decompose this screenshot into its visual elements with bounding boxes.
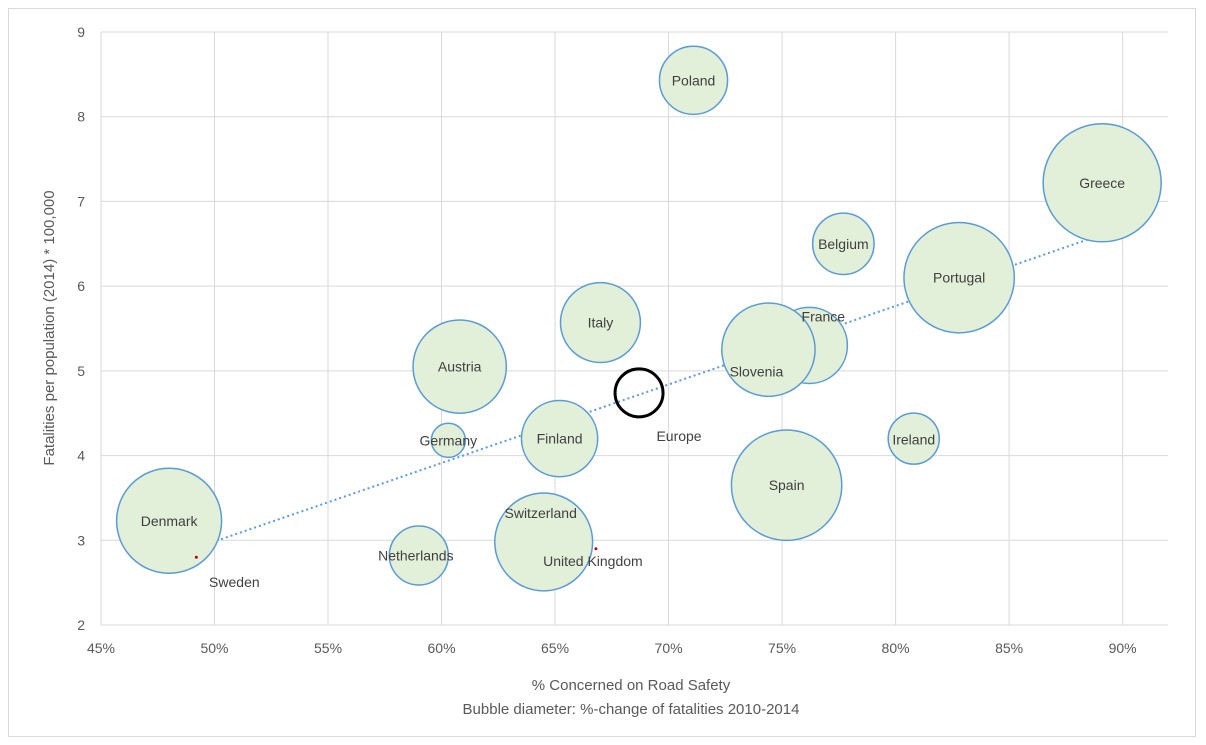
x-tick-label: 50% xyxy=(200,640,228,656)
bubble xyxy=(811,212,875,276)
x-tick-label: 45% xyxy=(87,640,115,656)
bubble xyxy=(903,221,1016,334)
x-axis-title: % Concerned on Road Safety xyxy=(532,677,731,694)
y-tick-label: 9 xyxy=(77,24,85,40)
bubble-label: Europe xyxy=(656,428,701,444)
bubble-label: Italy xyxy=(588,315,614,331)
bubble-label: Greece xyxy=(1079,175,1125,191)
bubbles xyxy=(115,45,1162,592)
x-tick-label: 55% xyxy=(314,640,342,656)
bubble xyxy=(520,399,599,478)
bubble xyxy=(658,45,729,116)
chart-frame xyxy=(8,8,1196,737)
y-tick-label: 6 xyxy=(77,278,85,294)
y-tick-label: 7 xyxy=(77,193,85,209)
bubble-label: Poland xyxy=(672,72,716,88)
bubble xyxy=(559,281,642,364)
bubble-label: Slovenia xyxy=(730,364,784,380)
chart-subtitle: Bubble diameter: %-change of fatalities … xyxy=(463,701,800,718)
y-tick-label: 8 xyxy=(77,109,85,125)
bubble xyxy=(730,429,843,542)
bubble-label: Belgium xyxy=(818,236,869,252)
x-tick-label: 65% xyxy=(541,640,569,656)
bubble xyxy=(494,492,594,592)
bubble-label: Denmark xyxy=(141,513,199,529)
bubble-label: Austria xyxy=(438,359,482,375)
bubble-label: Ireland xyxy=(892,432,935,448)
y-tick-label: 5 xyxy=(77,363,85,379)
y-tick-label: 3 xyxy=(77,532,85,548)
bubble-label: Switzerland xyxy=(505,505,577,521)
bubble-label: France xyxy=(802,308,846,324)
bubble-label: United Kingdom xyxy=(543,553,643,569)
y-tick-label: 2 xyxy=(77,617,85,633)
x-tick-label: 85% xyxy=(995,640,1023,656)
bubble-marker xyxy=(594,547,598,551)
bubble-label: Portugal xyxy=(933,270,985,286)
bubble-europe xyxy=(613,367,665,419)
bubble xyxy=(721,302,816,398)
x-tick-label: 80% xyxy=(882,640,910,656)
bubble-label: Sweden xyxy=(209,574,260,590)
y-axis-title: Fatalities per population (2014) * 100,0… xyxy=(41,190,58,465)
bubble xyxy=(1042,123,1162,243)
bubble xyxy=(388,525,450,586)
bubble-label: Finland xyxy=(537,431,583,447)
gridlines xyxy=(100,31,1168,626)
bubble-label: Netherlands xyxy=(378,548,454,564)
tick-labels: 2 3 4 5 6 7 8 9 45% 50% 55% 60% 65% 70% 75% 80% 85% 90% xyxy=(77,24,1136,656)
bubble xyxy=(412,319,508,415)
bubble xyxy=(115,467,223,575)
y-tick-label: 4 xyxy=(77,448,85,464)
bubble xyxy=(887,412,941,465)
x-tick-label: 75% xyxy=(768,640,796,656)
x-tick-label: 60% xyxy=(428,640,456,656)
x-tick-label: 70% xyxy=(655,640,683,656)
bubble xyxy=(430,422,467,459)
bubble-label: Germany xyxy=(420,432,478,448)
bubble-labels: Poland Greece Belgium Portugal France Italy Sl… xyxy=(141,72,1126,590)
bubble-marker xyxy=(194,555,198,559)
x-tick-label: 90% xyxy=(1109,640,1137,656)
bubble-label: Spain xyxy=(769,477,805,493)
